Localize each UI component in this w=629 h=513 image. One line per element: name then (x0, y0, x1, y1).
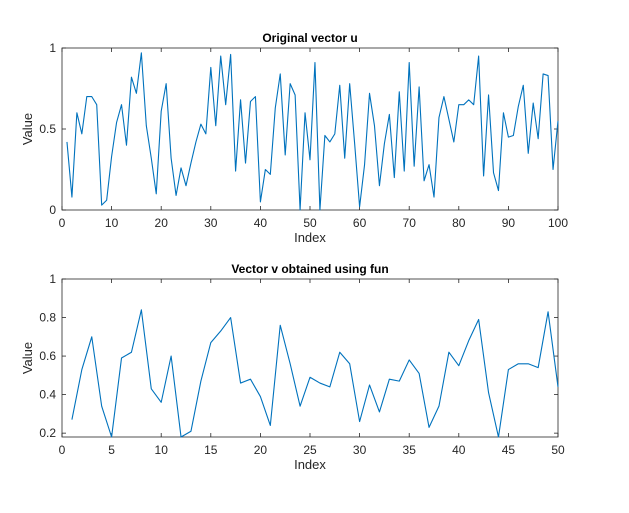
x-tick-label: 45 (502, 443, 516, 457)
series-line (71, 309, 559, 438)
y-axis-label: Value (20, 113, 35, 145)
y-tick-label: 0.4 (39, 388, 56, 402)
x-tick-label: 10 (155, 443, 169, 457)
x-tick-label: 50 (551, 443, 565, 457)
plot-original-vector-u: 0 10 20 30 40 50 60 70 80 90 100 0 0.5 1 Original vect… (20, 31, 568, 245)
chart-title: Original vector u (262, 31, 357, 45)
x-tick-label: 0 (59, 216, 66, 230)
x-tick-label: 15 (204, 443, 218, 457)
x-tick-label: 70 (403, 216, 417, 230)
axes-box (61, 47, 559, 211)
axes-box (61, 278, 559, 438)
x-tick-label: 90 (502, 216, 516, 230)
series-line (66, 52, 559, 211)
x-tick-label: 30 (353, 443, 367, 457)
x-tick-label: 20 (254, 443, 268, 457)
y-tick-label: 0 (49, 203, 56, 217)
x-axis-label: Index (294, 230, 326, 245)
x-tick-label: 80 (452, 216, 466, 230)
y-tick-label: 0.5 (39, 122, 56, 136)
y-tick-label: 1 (49, 272, 56, 286)
y-axis-label: Value (20, 342, 35, 374)
x-tick-label: 10 (105, 216, 119, 230)
x-tick-label: 0 (59, 443, 66, 457)
x-tick-label: 30 (204, 216, 218, 230)
x-tick-label: 35 (403, 443, 417, 457)
x-tick-label: 40 (254, 216, 268, 230)
x-tick-label: 100 (548, 216, 568, 230)
x-tick-label: 25 (303, 443, 317, 457)
x-tick-label: 20 (155, 216, 169, 230)
y-tick-label: 1 (49, 41, 56, 55)
x-tick-label: 40 (452, 443, 466, 457)
y-tick-label: 0.6 (39, 349, 56, 363)
x-tick-label: 60 (353, 216, 367, 230)
x-tick-label: 5 (108, 443, 115, 457)
plot-vector-v: 0 5 10 15 20 25 30 35 40 45 50 0.2 0.4 0.6 0.8 1 Vector … (20, 262, 565, 472)
chart-title: Vector v obtained using fun (231, 262, 388, 276)
y-tick-label: 0.8 (39, 311, 56, 325)
x-axis-label: Index (294, 457, 326, 472)
x-tick-label: 50 (303, 216, 317, 230)
y-tick-label: 0.2 (39, 426, 56, 440)
